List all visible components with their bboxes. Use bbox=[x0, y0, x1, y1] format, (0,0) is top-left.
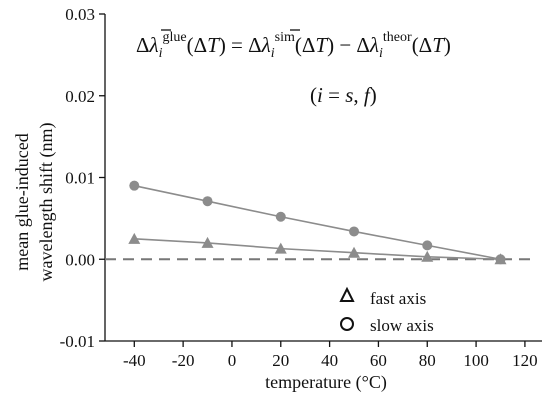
data-point-triangle bbox=[348, 246, 361, 258]
data-point-triangle bbox=[201, 236, 214, 248]
equation-line-2: (i = s, f) bbox=[310, 83, 377, 107]
series-group bbox=[128, 180, 507, 265]
x-tick-label: 120 bbox=[512, 351, 538, 370]
x-tick-label: 60 bbox=[370, 351, 387, 370]
x-axis-title: temperature (°C) bbox=[265, 372, 387, 393]
data-point-triangle bbox=[274, 242, 287, 254]
y-tick-label: 0.03 bbox=[65, 5, 95, 24]
x-tick-label: 0 bbox=[228, 351, 237, 370]
legend: fast axis slow axis bbox=[339, 286, 434, 335]
equation-line-1: Δλiglue(ΔT) = Δλisim(ΔT) − Δλitheor(ΔT) bbox=[136, 30, 451, 61]
legend-slow-axis-label: slow axis bbox=[370, 316, 434, 335]
legend-fast-axis-triangle-icon bbox=[339, 286, 355, 302]
x-tick-label: 20 bbox=[272, 351, 289, 370]
axes bbox=[104, 14, 542, 342]
series-line bbox=[134, 184, 501, 261]
legend-slow-axis-circle-icon bbox=[340, 317, 354, 331]
data-point-circle bbox=[422, 240, 433, 251]
x-tick-label: -20 bbox=[172, 351, 195, 370]
series-line bbox=[134, 238, 501, 261]
data-point-circle bbox=[495, 254, 506, 265]
x-tick-label: -40 bbox=[123, 351, 146, 370]
y-axis-title-line-1: mean glue-induced bbox=[12, 133, 32, 270]
y-tick-label: 0.02 bbox=[65, 87, 95, 106]
y-tick-label: 0.00 bbox=[65, 250, 95, 269]
legend-fast-axis-label: fast axis bbox=[370, 289, 426, 308]
data-point-triangle bbox=[421, 250, 434, 262]
x-tick-label: 100 bbox=[463, 351, 489, 370]
data-point-circle bbox=[275, 211, 286, 222]
data-point-circle bbox=[349, 226, 360, 237]
series-slow-axis bbox=[129, 180, 506, 265]
ticks-group: -40 -20 0 20 40 60 80 100 120 -0.01 0.00 0.01 0.02 0.… bbox=[60, 5, 538, 370]
data-point-circle bbox=[202, 196, 213, 207]
y-tick-label: -0.01 bbox=[60, 332, 95, 351]
data-point-circle bbox=[129, 180, 140, 191]
x-tick-label: 80 bbox=[419, 351, 436, 370]
data-point-triangle bbox=[128, 232, 141, 244]
y-tick-label: 0.01 bbox=[65, 169, 95, 188]
equation-annotation: Δλiglue(ΔT) = Δλisim(ΔT) − Δλitheor(ΔT) … bbox=[136, 29, 451, 107]
x-tick-label: 40 bbox=[321, 351, 338, 370]
y-axis-title-line-2: wavelength shift (nm) bbox=[36, 123, 57, 282]
